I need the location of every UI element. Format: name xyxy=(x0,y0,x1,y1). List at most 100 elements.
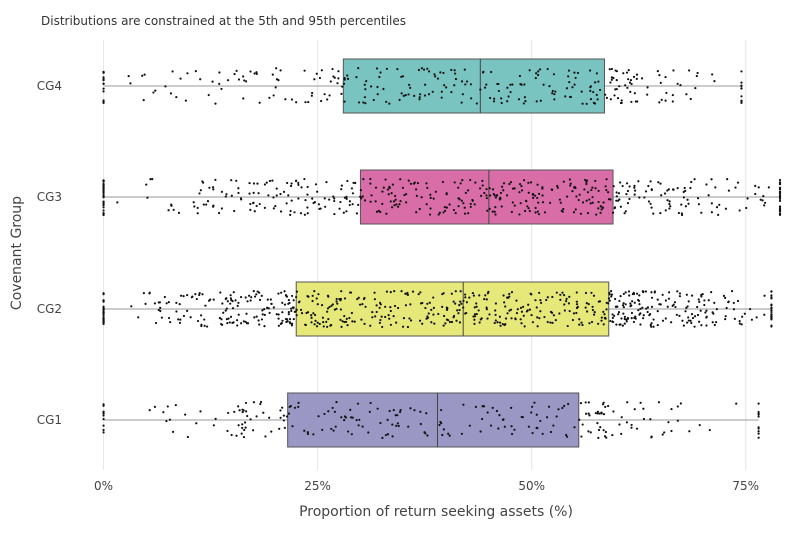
data-point xyxy=(297,401,300,404)
data-point xyxy=(275,187,278,190)
data-point xyxy=(259,402,262,406)
data-point xyxy=(676,405,679,408)
data-point xyxy=(225,317,228,321)
data-point xyxy=(241,423,244,426)
data-point xyxy=(736,181,740,184)
data-point xyxy=(452,300,455,303)
data-point xyxy=(268,179,272,183)
data-point xyxy=(462,403,465,406)
data-point xyxy=(290,307,293,310)
data-point xyxy=(429,207,432,210)
data-point xyxy=(597,428,601,432)
data-point xyxy=(338,207,341,210)
data-point xyxy=(404,94,407,97)
data-point xyxy=(178,321,182,324)
data-point xyxy=(437,312,440,316)
data-point xyxy=(364,305,367,308)
data-point xyxy=(297,183,300,187)
data-point xyxy=(597,80,600,83)
data-point xyxy=(518,191,521,194)
data-point xyxy=(385,290,389,293)
data-point xyxy=(578,318,581,321)
data-point xyxy=(650,305,654,308)
data-point xyxy=(393,304,397,308)
data-point xyxy=(639,307,642,310)
data-point xyxy=(159,309,162,313)
data-point xyxy=(267,194,270,197)
data-point xyxy=(313,313,317,317)
data-point xyxy=(529,181,533,184)
data-point xyxy=(541,201,545,204)
data-point xyxy=(102,320,105,323)
data-point xyxy=(506,296,509,299)
data-point xyxy=(632,292,636,296)
data-point xyxy=(672,303,675,306)
data-point xyxy=(632,320,636,324)
data-point xyxy=(427,93,431,96)
data-point xyxy=(581,323,584,327)
data-point xyxy=(372,98,375,102)
data-point xyxy=(539,310,542,313)
data-point xyxy=(641,317,645,320)
data-point xyxy=(312,312,315,315)
data-point xyxy=(352,181,355,184)
data-point xyxy=(357,101,361,104)
data-point xyxy=(649,202,652,205)
data-point xyxy=(347,430,350,433)
data-point xyxy=(226,321,229,325)
data-point xyxy=(724,315,727,318)
data-point xyxy=(519,306,523,309)
data-point xyxy=(572,211,576,214)
data-point xyxy=(603,435,607,438)
data-point xyxy=(306,193,309,196)
data-point xyxy=(391,206,394,209)
data-point xyxy=(229,294,232,297)
data-point xyxy=(630,82,633,86)
data-point xyxy=(488,207,491,211)
data-point xyxy=(644,290,648,293)
data-point xyxy=(322,321,325,324)
data-point xyxy=(583,178,587,182)
data-point xyxy=(589,98,593,101)
data-point xyxy=(459,290,462,293)
data-point xyxy=(587,430,590,433)
data-point xyxy=(541,194,544,197)
data-point xyxy=(676,419,679,422)
data-point xyxy=(587,303,590,306)
data-point xyxy=(442,428,445,431)
data-point xyxy=(165,419,168,423)
data-point xyxy=(385,212,388,215)
data-point xyxy=(627,69,630,72)
data-point xyxy=(532,196,535,200)
data-point xyxy=(583,188,586,191)
data-point xyxy=(363,322,366,326)
data-point xyxy=(591,186,594,189)
data-point xyxy=(671,100,674,103)
data-point xyxy=(469,83,472,86)
data-point xyxy=(589,431,592,434)
data-point xyxy=(565,435,569,438)
data-point xyxy=(676,290,679,293)
data-point xyxy=(534,206,537,210)
data-point xyxy=(241,410,244,414)
data-point xyxy=(682,190,685,194)
data-point xyxy=(388,186,391,190)
data-point xyxy=(613,206,617,209)
data-point xyxy=(578,418,581,421)
data-point xyxy=(763,201,767,204)
data-point xyxy=(478,187,482,190)
data-point xyxy=(203,324,206,327)
data-point xyxy=(379,303,382,306)
data-point xyxy=(633,193,636,196)
data-point xyxy=(635,427,639,430)
data-point xyxy=(614,69,617,72)
data-point xyxy=(253,295,257,298)
data-point xyxy=(523,96,527,99)
data-point xyxy=(327,410,330,413)
data-point xyxy=(283,290,286,293)
data-point xyxy=(381,325,384,329)
data-point xyxy=(778,205,782,208)
data-point xyxy=(293,310,296,313)
data-point xyxy=(527,207,530,210)
data-point xyxy=(391,435,394,438)
